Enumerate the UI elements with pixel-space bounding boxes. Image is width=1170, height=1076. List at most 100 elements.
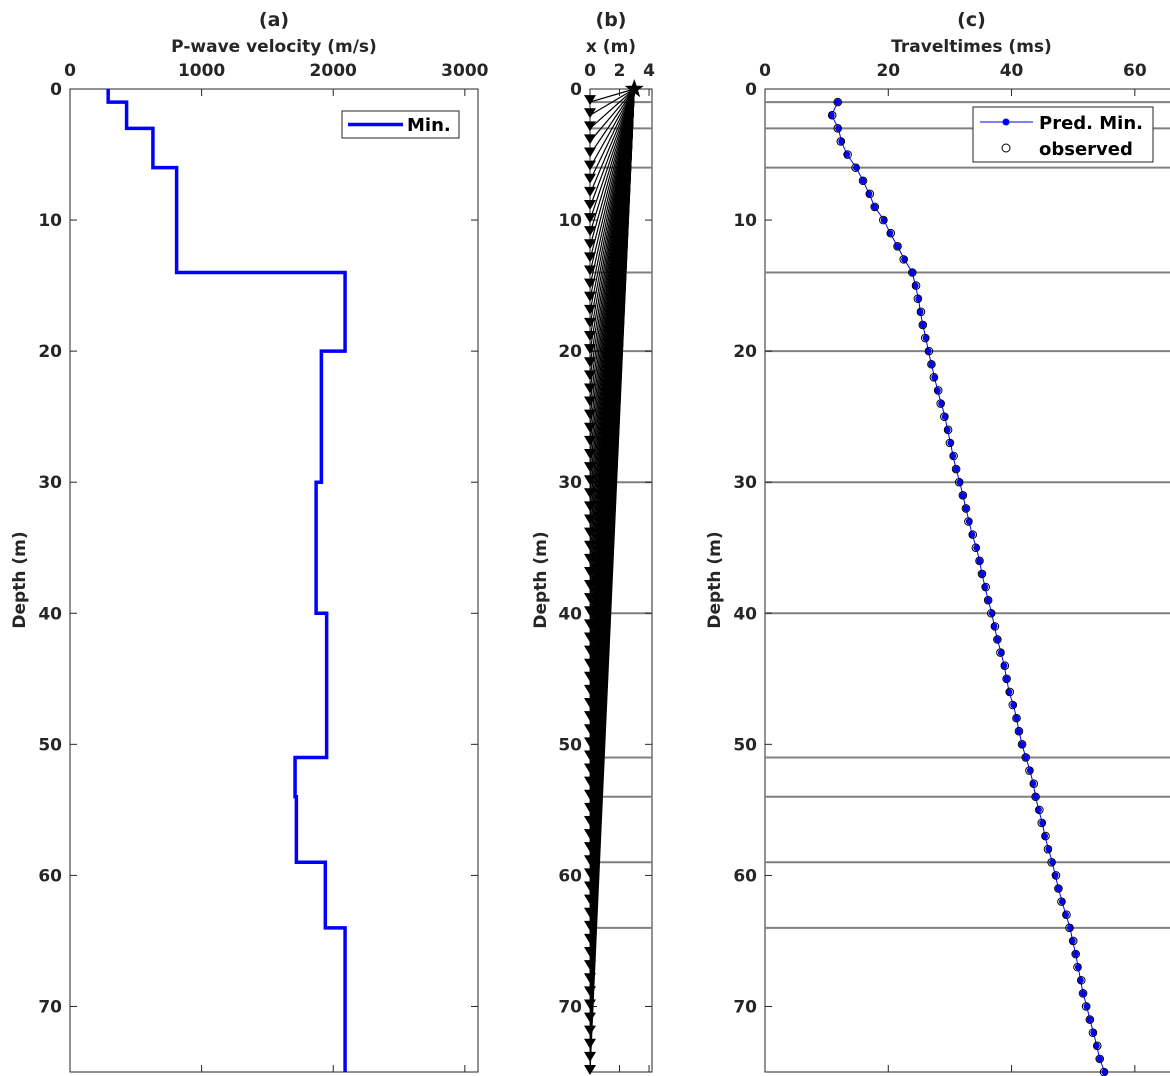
observed-point xyxy=(924,346,934,356)
pred-point xyxy=(917,308,924,316)
observed-point xyxy=(993,635,1002,644)
observed-point xyxy=(975,556,984,566)
observed-point xyxy=(827,110,837,120)
pred-point xyxy=(973,544,980,551)
observed-point xyxy=(958,491,968,500)
y-tick-label: 70 xyxy=(558,997,582,1017)
observed-point xyxy=(833,97,843,107)
x-tick-label: 0 xyxy=(584,61,596,81)
pred-point xyxy=(915,295,922,302)
x-tick-label: 1000 xyxy=(178,61,225,81)
pred-point xyxy=(834,98,841,106)
y-tick-label: 10 xyxy=(38,211,62,231)
observed-point xyxy=(893,241,902,251)
ray-path xyxy=(589,88,635,195)
series-line-min xyxy=(106,89,347,1072)
receiver-marker xyxy=(584,1051,596,1062)
receiver-marker xyxy=(584,907,596,918)
receiver-marker xyxy=(584,553,596,564)
pred-point xyxy=(1026,767,1034,774)
legend-swatch-dot xyxy=(1002,118,1010,126)
legend-swatch-open xyxy=(1001,143,1011,153)
observed-point xyxy=(943,425,953,435)
y-tick-label: 20 xyxy=(558,342,582,362)
observed-point xyxy=(843,150,852,159)
observed-point xyxy=(1054,884,1063,893)
ray-path xyxy=(589,88,635,103)
y-tick-label: 70 xyxy=(38,997,62,1017)
observed-point xyxy=(1014,726,1024,736)
observed-point xyxy=(1088,1028,1098,1037)
receiver-marker xyxy=(584,462,596,473)
receiver-marker xyxy=(584,304,596,315)
pred-point xyxy=(1029,780,1037,787)
x-tick-label: 40 xyxy=(1000,61,1024,81)
observed-points xyxy=(827,97,1109,1076)
observed-point xyxy=(865,189,875,199)
receiver-marker xyxy=(584,199,596,210)
observed-point xyxy=(933,386,943,395)
x-tick-label: 3000 xyxy=(441,61,488,81)
y-tick-label: 0 xyxy=(570,80,582,100)
receiver-marker xyxy=(584,698,596,709)
pred-point xyxy=(1077,977,1084,984)
pred-point xyxy=(1013,714,1020,722)
pred-point xyxy=(1086,1016,1094,1023)
pred-point xyxy=(981,583,989,591)
observed-point xyxy=(1041,831,1050,841)
legend-entry: Min. xyxy=(407,115,451,136)
pred-point xyxy=(1003,675,1010,682)
observed-point xyxy=(951,464,961,474)
observed-point xyxy=(920,333,930,343)
receiver-marker xyxy=(584,658,596,669)
receiver-marker xyxy=(584,488,596,499)
ray-paths xyxy=(589,88,635,1073)
pred-point xyxy=(912,282,919,289)
receiver-marker xyxy=(584,1065,596,1075)
pred-point xyxy=(1096,1055,1103,1063)
y-tick-label: 10 xyxy=(733,211,757,231)
receiver-marker xyxy=(584,855,596,866)
pred-point xyxy=(934,387,941,394)
pred-point xyxy=(886,229,894,237)
receiver-marker xyxy=(584,344,596,355)
x-tick-label: 0 xyxy=(64,61,76,81)
y-tick-label: 60 xyxy=(38,866,62,886)
receiver-marker xyxy=(584,737,596,748)
pred-point xyxy=(1093,1042,1100,1049)
observed-point xyxy=(886,228,896,238)
observed-point xyxy=(1005,687,1015,697)
receiver-marker xyxy=(584,776,596,787)
panel-title-a: (a) xyxy=(259,9,289,31)
observed-point xyxy=(913,294,923,304)
source-marker xyxy=(624,79,644,98)
pred-point xyxy=(1101,1068,1108,1076)
y-axis-label-c: Depth (m) xyxy=(705,531,725,628)
pred-point xyxy=(919,321,927,329)
x-tick-label: 20 xyxy=(876,61,900,81)
y-tick-label: 50 xyxy=(558,735,582,755)
y-tick-label: 40 xyxy=(733,604,757,624)
receiver-marker xyxy=(584,632,596,643)
receiver-marker xyxy=(584,881,596,892)
x-axis-label-a: P-wave velocity (m/s) xyxy=(171,37,377,57)
observed-point xyxy=(879,215,888,225)
receiver-marker xyxy=(584,593,596,604)
receiver-marker xyxy=(584,894,596,905)
observed-point xyxy=(1008,700,1018,710)
receiver-marker xyxy=(584,973,596,984)
pred-point xyxy=(1074,963,1082,971)
panel-c: 0 10 20 30 40 50 60 70 0 20 40 60 (c) Traveltimes (ms… xyxy=(705,9,1170,1076)
pred-point xyxy=(1090,1029,1097,1036)
receiver-marker xyxy=(584,645,596,656)
observed-point xyxy=(908,268,917,277)
pred-point xyxy=(1052,872,1059,879)
receiver-marker xyxy=(584,239,596,250)
observed-point xyxy=(1051,871,1061,880)
observed-point xyxy=(964,517,973,526)
receivers xyxy=(584,95,596,1075)
receiver-marker xyxy=(584,95,596,106)
receiver-marker xyxy=(584,829,596,840)
observed-point xyxy=(954,477,964,487)
